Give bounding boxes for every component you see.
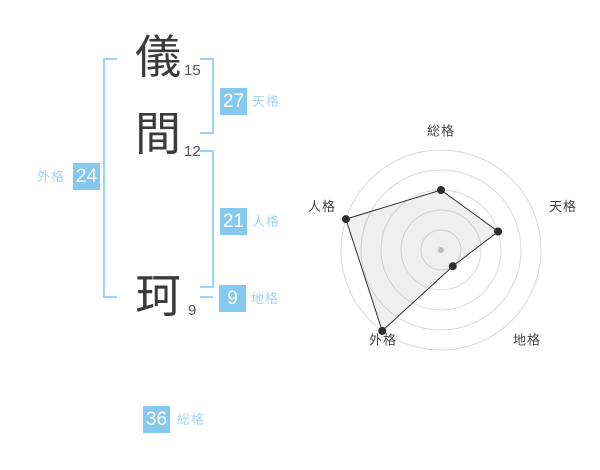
radar-data-point xyxy=(378,326,387,335)
radar-grid-ring xyxy=(360,169,522,331)
radar-axis-label: 外格 xyxy=(369,333,397,348)
radar-data-polygon xyxy=(345,189,499,332)
badge-chikaku-value: 9 xyxy=(219,285,246,312)
bracket-chikaku-dash xyxy=(200,296,213,298)
stroke-count-1: 15 xyxy=(184,62,201,79)
kaku-label-tenkaku: 天格 xyxy=(252,94,281,109)
badge-soukaku-value: 36 xyxy=(143,406,170,433)
radar-axis-label: 地格 xyxy=(513,333,541,348)
bracket-tenkaku xyxy=(200,58,214,134)
radar-grid-ring xyxy=(400,209,482,291)
radar-data-point xyxy=(494,227,503,236)
kaku-label-jinkaku: 人格 xyxy=(252,214,281,229)
radar-axis-label: 天格 xyxy=(549,199,577,214)
badge-jinkaku-value: 21 xyxy=(220,208,247,235)
badge-tenkaku-value: 27 xyxy=(220,88,247,115)
radar-grid-ring xyxy=(420,229,462,271)
radar-data-point xyxy=(341,215,350,224)
radar-axis-label: 人格 xyxy=(308,199,336,214)
bracket-gaikaku xyxy=(103,58,117,298)
stroke-count-3: 9 xyxy=(188,302,197,319)
kaku-label-soukaku: 総格 xyxy=(177,412,206,427)
radar-grid-ring xyxy=(340,149,542,351)
radar-axis-label: 総格 xyxy=(427,124,455,139)
radar-data-point xyxy=(437,186,445,194)
bracket-jinkaku xyxy=(200,150,214,288)
kanji-char-1: 儀 xyxy=(135,31,181,83)
radar-center-dot xyxy=(438,247,444,253)
kaku-label-gaikaku: 外格 xyxy=(37,169,66,184)
radar-data-point xyxy=(448,262,457,271)
kaku-label-chikaku: 地格 xyxy=(251,291,280,306)
stroke-count-2: 12 xyxy=(184,143,201,160)
kanji-char-2: 間 xyxy=(135,108,181,160)
badge-gaikaku-value: 24 xyxy=(73,163,100,190)
kanji-char-3: 珂 xyxy=(135,270,181,322)
